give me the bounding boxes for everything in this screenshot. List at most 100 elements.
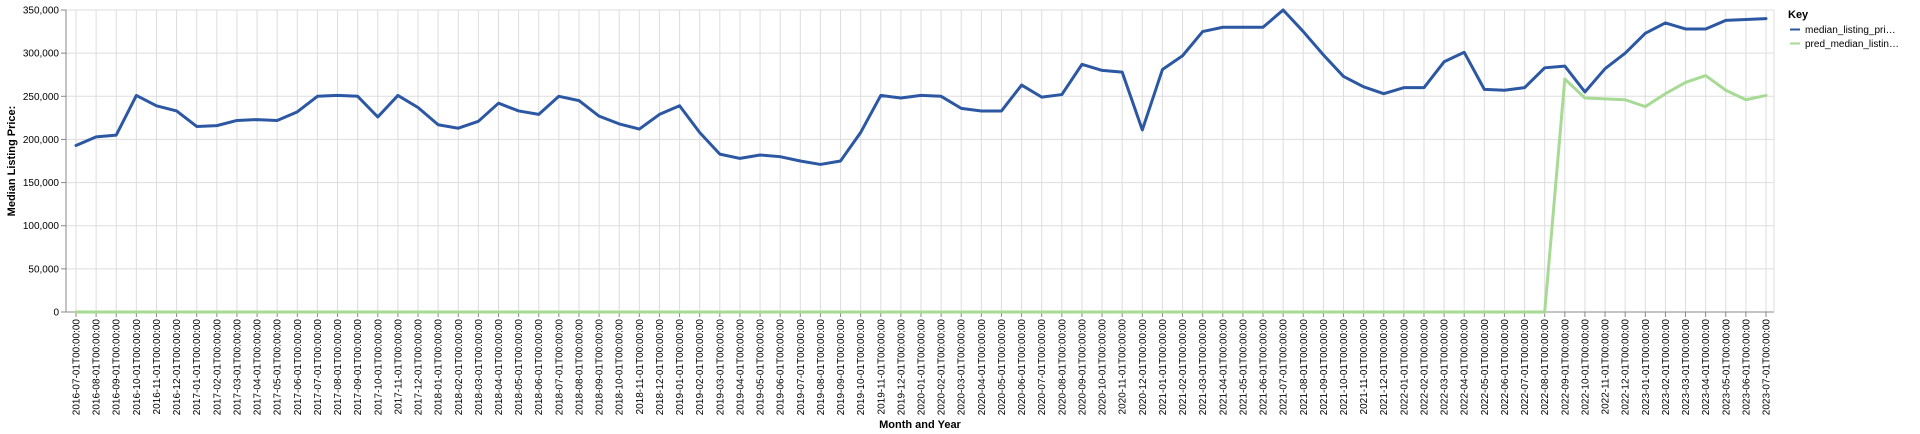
x-axis-title: Month and Year [879, 419, 961, 431]
x-tick-label: 2022-09-01T00:00:00 [1560, 319, 1571, 416]
legend-label-1: pred_median_listin… [1805, 39, 1899, 50]
x-tick-label: 2016-10-01T00:00:00 [132, 319, 143, 416]
x-tick-label: 2019-05-01T00:00:00 [756, 319, 767, 416]
x-tick-label: 2023-01-01T00:00:00 [1641, 319, 1652, 416]
x-tick-label: 2022-05-01T00:00:00 [1480, 319, 1491, 416]
legend-label-0: median_listing_pri… [1805, 25, 1896, 36]
gridlines [66, 9, 1774, 313]
x-tick-label: 2021-07-01T00:00:00 [1279, 319, 1290, 416]
x-tick-label: 2023-04-01T00:00:00 [1701, 319, 1712, 416]
x-tick-label: 2022-01-01T00:00:00 [1399, 319, 1410, 416]
x-tick-label: 2021-10-01T00:00:00 [1339, 319, 1350, 416]
x-tick-label: 2020-09-01T00:00:00 [1077, 319, 1088, 416]
x-tick-label: 2019-06-01T00:00:00 [776, 319, 787, 416]
x-tick-label: 2019-02-01T00:00:00 [695, 319, 706, 416]
x-tick-label: 2020-06-01T00:00:00 [1017, 319, 1028, 416]
x-tick-label: 2021-11-01T00:00:00 [1359, 319, 1370, 415]
x-tick-label: 2020-12-01T00:00:00 [1138, 319, 1149, 416]
x-tick-label: 2017-06-01T00:00:00 [293, 319, 304, 416]
x-tick-label: 2019-10-01T00:00:00 [856, 319, 867, 416]
x-tick-label: 2018-10-01T00:00:00 [615, 319, 626, 416]
x-tick-label: 2017-11-01T00:00:00 [393, 319, 404, 415]
x-tick-label: 2022-07-01T00:00:00 [1520, 319, 1531, 416]
x-tick-label: 2021-04-01T00:00:00 [1218, 319, 1229, 416]
y-tick-label: 150,000 [23, 178, 60, 189]
x-tick-label: 2017-02-01T00:00:00 [212, 319, 223, 416]
x-tick-label: 2017-04-01T00:00:00 [253, 319, 264, 416]
x-tick-label: 2016-09-01T00:00:00 [112, 319, 123, 416]
x-tick-label: 2017-08-01T00:00:00 [333, 319, 344, 416]
x-tick-label: 2017-12-01T00:00:00 [414, 319, 425, 416]
x-tick-label: 2022-10-01T00:00:00 [1580, 319, 1591, 416]
x-tick-label: 2018-12-01T00:00:00 [655, 319, 666, 416]
x-tick-label: 2022-12-01T00:00:00 [1621, 319, 1632, 416]
x-tick-label: 2021-01-01T00:00:00 [1158, 319, 1169, 416]
y-tick-label: 200,000 [23, 135, 60, 146]
x-tick-label: 2023-07-01T00:00:00 [1762, 319, 1773, 416]
x-tick-label: 2020-08-01T00:00:00 [1057, 319, 1068, 416]
x-tick-label: 2020-05-01T00:00:00 [997, 319, 1008, 416]
x-tick-label: 2017-10-01T00:00:00 [373, 319, 384, 416]
x-tick-label: 2016-11-01T00:00:00 [152, 319, 163, 415]
y-tick-label: 0 [53, 308, 59, 319]
y-tick-label: 350,000 [23, 6, 60, 17]
x-tick-label: 2018-03-01T00:00:00 [474, 319, 485, 416]
x-tick-label: 2019-09-01T00:00:00 [836, 319, 847, 416]
x-tick-label: 2018-09-01T00:00:00 [595, 319, 606, 416]
series-lines [74, 8, 1768, 314]
x-tick-label: 2017-07-01T00:00:00 [313, 319, 324, 416]
legend[interactable]: Key median_listing_pri… pred_median_listi… [1788, 9, 1899, 50]
x-tick-label: 2020-03-01T00:00:00 [957, 319, 968, 416]
x-tick-label: 2020-04-01T00:00:00 [977, 319, 988, 416]
x-tick-label: 2019-11-01T00:00:00 [876, 319, 887, 415]
x-tick-label: 2019-03-01T00:00:00 [715, 319, 726, 416]
y-tick-label: 100,000 [23, 221, 60, 232]
legend-title: Key [1788, 9, 1809, 21]
x-tick-label: 2017-05-01T00:00:00 [273, 319, 284, 416]
y-axis-title: Median Listing Price: [6, 106, 18, 217]
x-tick-label: 2018-11-01T00:00:00 [635, 319, 646, 415]
x-tick-label: 2016-07-01T00:00:00 [72, 319, 83, 416]
x-tick-label: 2021-09-01T00:00:00 [1319, 319, 1330, 416]
x-tick-label: 2016-08-01T00:00:00 [92, 319, 103, 416]
x-tick-label: 2016-12-01T00:00:00 [172, 319, 183, 416]
y-tick-label: 250,000 [23, 92, 60, 103]
series-line-0 [74, 8, 1768, 166]
x-tick-label: 2023-05-01T00:00:00 [1721, 319, 1732, 416]
x-tick-label: 2022-03-01T00:00:00 [1440, 319, 1451, 416]
x-tick-label: 2020-01-01T00:00:00 [917, 319, 928, 416]
axes: 0 50,000 100,000 150,000 200,000 250,000 300,0… [23, 6, 1775, 416]
x-tick-label: 2021-12-01T00:00:00 [1379, 319, 1390, 416]
x-tick-label: 2022-06-01T00:00:00 [1500, 319, 1511, 416]
x-tick-label: 2020-11-01T00:00:00 [1118, 319, 1129, 415]
x-tick-label: 2021-05-01T00:00:00 [1238, 319, 1249, 416]
x-tick-label: 2021-02-01T00:00:00 [1178, 319, 1189, 416]
x-tick-label: 2021-03-01T00:00:00 [1198, 319, 1209, 416]
x-tick-label: 2018-05-01T00:00:00 [514, 319, 525, 416]
x-tick-label: 2019-01-01T00:00:00 [675, 319, 686, 416]
x-tick-label: 2021-06-01T00:00:00 [1259, 319, 1270, 416]
x-tick-label: 2022-02-01T00:00:00 [1419, 319, 1430, 416]
x-tick-label: 2018-08-01T00:00:00 [574, 319, 585, 416]
series-line-1 [74, 74, 1768, 314]
x-tick-label: 2020-07-01T00:00:00 [1037, 319, 1048, 416]
x-tick-label: 2021-08-01T00:00:00 [1299, 319, 1310, 416]
x-tick-label: 2018-07-01T00:00:00 [554, 319, 565, 416]
x-tick-label: 2019-12-01T00:00:00 [896, 319, 907, 416]
x-tick-label: 2019-04-01T00:00:00 [735, 319, 746, 416]
x-tick-label: 2017-09-01T00:00:00 [353, 319, 364, 416]
x-tick-label: 2023-06-01T00:00:00 [1741, 319, 1752, 416]
x-tick-label: 2019-08-01T00:00:00 [816, 319, 827, 416]
x-tick-label: 2020-02-01T00:00:00 [937, 319, 948, 416]
x-tick-label: 2022-11-01T00:00:00 [1601, 319, 1612, 415]
y-tick-label: 300,000 [23, 49, 60, 60]
x-tick-label: 2019-07-01T00:00:00 [796, 319, 807, 416]
x-tick-label: 2017-01-01T00:00:00 [192, 319, 203, 416]
x-tick-label: 2020-10-01T00:00:00 [1098, 319, 1109, 416]
x-tick-label: 2017-03-01T00:00:00 [232, 319, 243, 416]
x-tick-label: 2018-01-01T00:00:00 [434, 319, 445, 416]
x-tick-label: 2018-04-01T00:00:00 [494, 319, 505, 416]
x-tick-label: 2018-02-01T00:00:00 [454, 319, 465, 416]
y-tick-label: 50,000 [28, 264, 59, 275]
